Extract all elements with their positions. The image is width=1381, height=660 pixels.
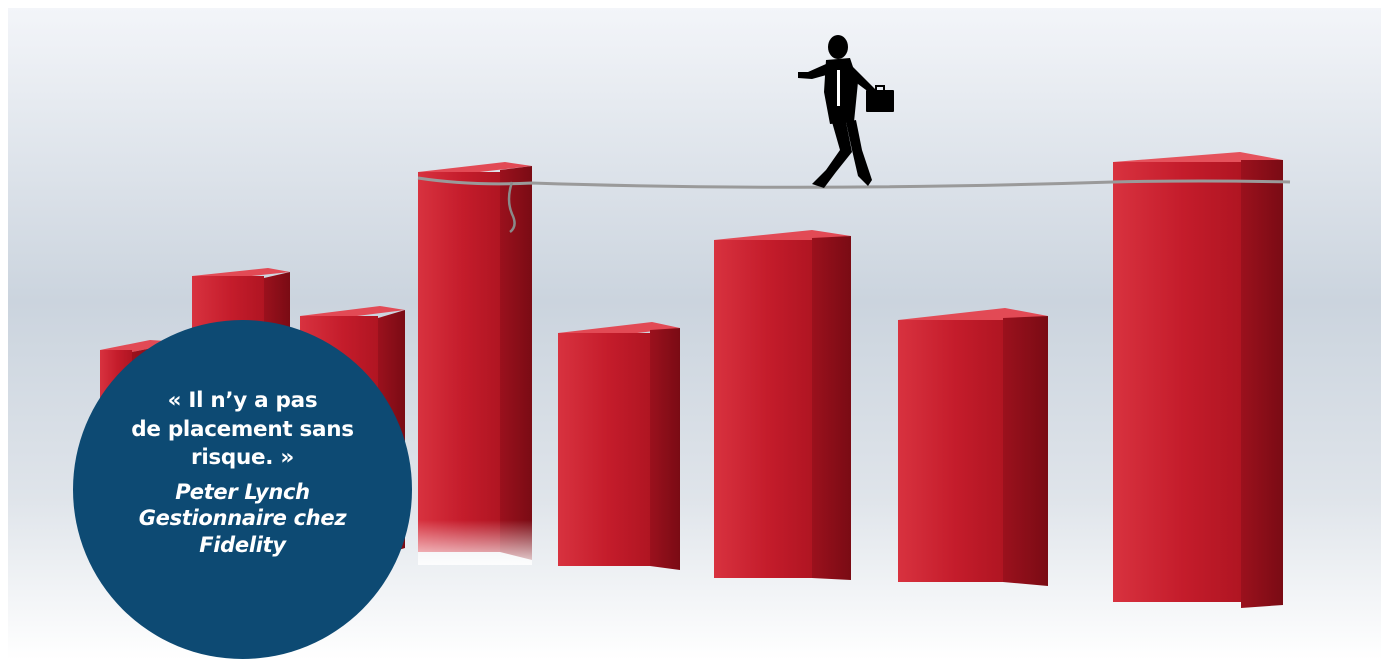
bar-8 <box>1113 152 1283 608</box>
tightrope <box>417 176 1291 233</box>
quote-badge: « Il n’y a pas de placement sans risque.… <box>73 320 412 659</box>
quote-text: « Il n’y a pas de placement sans risque.… <box>131 387 354 473</box>
quote-line: « Il n’y a pas <box>167 388 318 413</box>
quote-author: Peter Lynch Gestionnaire chez Fidelity <box>139 479 347 559</box>
bar-4 <box>418 162 532 565</box>
bar-7 <box>898 308 1048 586</box>
businessman-silhouette <box>798 35 878 188</box>
briefcase-icon <box>866 85 894 112</box>
author-line: Peter Lynch <box>175 479 310 504</box>
author-line: Gestionnaire chez <box>138 506 347 530</box>
bar-6 <box>714 230 851 580</box>
quote-line: de placement sans <box>131 416 354 442</box>
bar-5 <box>558 322 680 570</box>
quote-line: risque. » <box>191 445 294 470</box>
author-line: Fidelity <box>199 532 286 557</box>
